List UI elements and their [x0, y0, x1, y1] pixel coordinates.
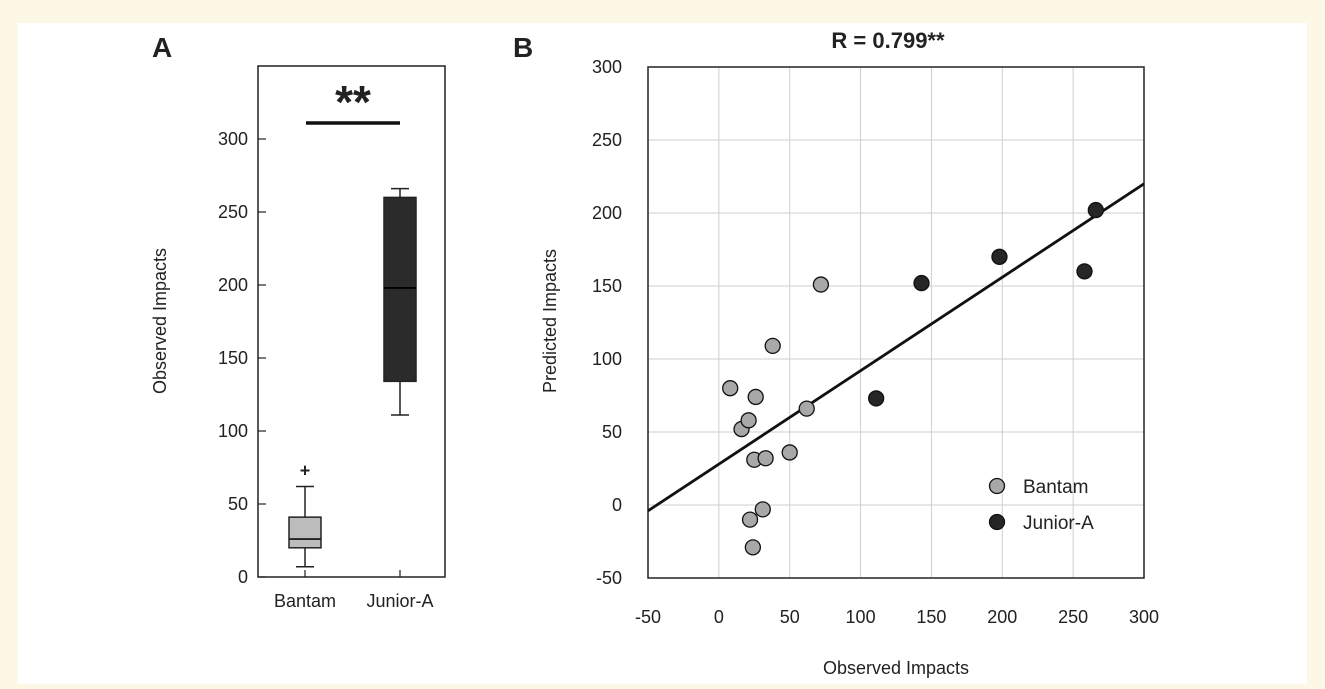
series-bantam [722, 276, 830, 556]
panel-a-y-ticks: 0 50 100 150 200 250 300 [218, 129, 266, 587]
y-tick-label: 150 [218, 348, 248, 368]
panel-b-x-ticks: -50 0 50 100 150 200 250 300 [635, 607, 1159, 627]
legend-marker [988, 513, 1006, 531]
panel-a-letter: A [152, 32, 172, 63]
y-tick-label: 0 [238, 567, 248, 587]
y-tick-label: 250 [218, 202, 248, 222]
x-tick-label: Junior-A [366, 591, 433, 611]
box-iqr [288, 516, 322, 549]
y-tick-label: 50 [228, 494, 248, 514]
y-tick-label: 200 [592, 203, 622, 223]
legend: Bantam Junior-A [988, 477, 1094, 534]
outlier-marker: + [300, 460, 311, 480]
panel-b: B R = 0.799** -50 0 50 100 150 200 250 300 -50 0… [513, 28, 1159, 678]
figure: A 0 50 100 150 200 250 300 + Bantam Junior-A Ob… [18, 23, 1307, 684]
panel-a-frame [257, 65, 446, 578]
data-point [798, 400, 815, 417]
x-tick-label: 150 [916, 607, 946, 627]
x-tick-label: Bantam [274, 591, 336, 611]
data-point [781, 444, 798, 461]
panel-b-frame [647, 66, 1145, 579]
y-tick-label: -50 [596, 568, 622, 588]
x-tick-label: 200 [987, 607, 1017, 627]
legend-label: Junior-A [1023, 513, 1094, 534]
box-junior-a [383, 187, 417, 416]
y-tick-label: 150 [592, 276, 622, 296]
panel-b-grid [647, 66, 1145, 579]
series-junior-a [868, 201, 1104, 407]
panel-a: A 0 50 100 150 200 250 300 + Bantam Junior-A Ob… [150, 32, 446, 611]
x-tick-label: 0 [714, 607, 724, 627]
y-tick-label: 0 [612, 495, 622, 515]
chart-title: R = 0.799** [831, 28, 945, 53]
data-point [868, 390, 885, 407]
x-tick-label: -50 [635, 607, 661, 627]
x-tick-label: 250 [1058, 607, 1088, 627]
panel-a-y-axis-label: Observed Impacts [150, 248, 170, 394]
panel-a-boxes: + [288, 187, 417, 568]
regression-line [647, 182, 1145, 513]
legend-marker [988, 477, 1006, 495]
y-tick-label: 250 [592, 130, 622, 150]
x-tick-label: 100 [846, 607, 876, 627]
data-point [913, 274, 930, 292]
box-bantam: + [288, 460, 322, 568]
panel-a-x-ticks: Bantam Junior-A [274, 570, 434, 611]
y-tick-label: 100 [218, 421, 248, 441]
data-point [991, 248, 1008, 265]
data-point [741, 511, 759, 528]
panel-b-y-ticks: -50 0 50 100 150 200 250 300 [592, 57, 622, 588]
data-point [1076, 263, 1093, 280]
data-point [1087, 201, 1104, 219]
y-tick-label: 200 [218, 275, 248, 295]
panel-b-letter: B [513, 32, 533, 63]
y-tick-label: 300 [218, 129, 248, 149]
data-point [722, 380, 739, 397]
y-tick-label: 100 [592, 349, 622, 369]
data-point [812, 276, 830, 293]
data-point [764, 337, 781, 355]
x-tick-label: 300 [1129, 607, 1159, 627]
data-point [747, 388, 764, 406]
chart-canvas: A 0 50 100 150 200 250 300 + Bantam Junior-A Ob… [150, 28, 1159, 678]
panel-b-points [722, 201, 1104, 556]
significance-marker: ** [335, 76, 371, 128]
data-point [754, 501, 771, 518]
data-point [757, 450, 774, 467]
box-iqr [383, 196, 417, 383]
data-point [744, 539, 762, 556]
y-tick-label: 300 [592, 57, 622, 77]
x-tick-label: 50 [780, 607, 800, 627]
panel-b-x-axis-label: Observed Impacts [823, 658, 969, 678]
data-point [740, 412, 757, 429]
legend-label: Bantam [1023, 477, 1088, 498]
y-tick-label: 50 [602, 422, 622, 442]
panel-b-y-axis-label: Predicted Impacts [540, 249, 560, 393]
